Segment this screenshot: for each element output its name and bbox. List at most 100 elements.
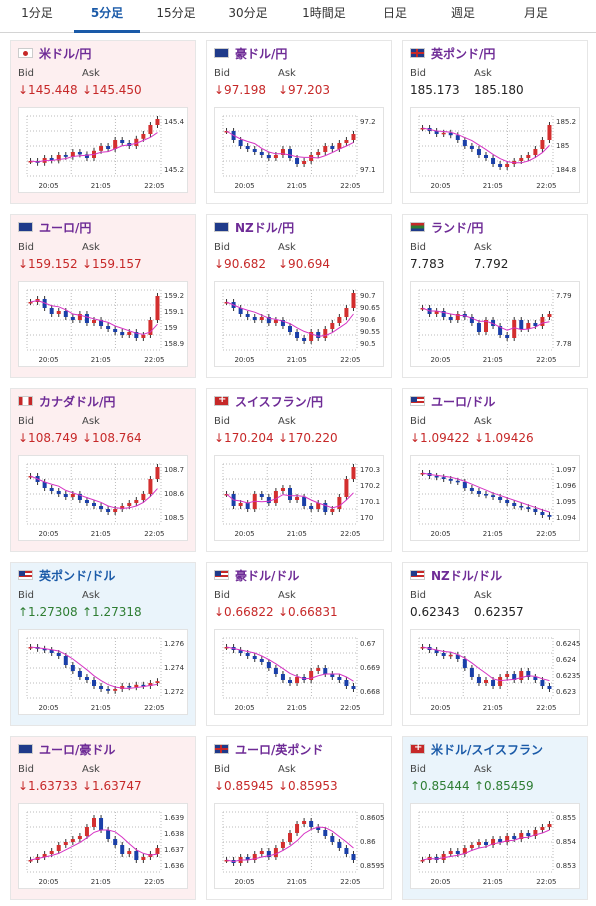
tab-2[interactable]: 15分足 bbox=[156, 6, 196, 20]
candle-body bbox=[533, 677, 538, 680]
flag-icon bbox=[410, 742, 425, 754]
candle-body bbox=[462, 848, 467, 854]
pair-title[interactable]: 英ポンド/円 bbox=[410, 45, 495, 61]
currency-card[interactable]: NZドル/ドル Bid Ask 0.62343 0.62357 0.6245 0.624 0.… bbox=[402, 562, 588, 726]
bid-label: Bid bbox=[410, 764, 426, 775]
candle-body bbox=[337, 317, 342, 323]
x-tick-label: 20:05 bbox=[38, 530, 58, 538]
y-tick-label: 170.1 bbox=[360, 498, 380, 506]
candle-body bbox=[245, 146, 250, 149]
tab-0[interactable]: 1分足 bbox=[21, 6, 53, 20]
pair-title[interactable]: 英ポンド/ドル bbox=[18, 567, 115, 583]
currency-card[interactable]: NZドル/円 Bid Ask ↓90.682 ↓90.694 90.7 90.65 90.6 9… bbox=[206, 214, 392, 378]
pair-name: ユーロ/英ポンド bbox=[235, 742, 324, 757]
currency-card[interactable]: ユーロ/ドル Bid Ask ↓1.09422 ↓1.09426 1.097 1.096 1.… bbox=[402, 388, 588, 552]
candle-body bbox=[238, 650, 243, 653]
candle-body bbox=[491, 320, 496, 326]
y-tick-label: 1.272 bbox=[164, 688, 184, 696]
pair-title[interactable]: ユーロ/英ポンド bbox=[214, 741, 323, 757]
price-chart[interactable]: 0.6245 0.624 0.6235 0.623 20:05 21:05 22:05 bbox=[410, 629, 581, 715]
price-chart[interactable]: 145.4 145.2 20:05 21:05 22:05 bbox=[18, 107, 188, 193]
pair-title[interactable]: カナダドル/円 bbox=[18, 393, 115, 409]
pair-title[interactable]: スイスフラン/円 bbox=[214, 393, 323, 409]
candle-body bbox=[420, 473, 425, 475]
x-tick-label: 21:05 bbox=[287, 530, 307, 538]
pair-title[interactable]: 豪ドル/ドル bbox=[214, 567, 299, 583]
pair-title[interactable]: ユーロ/豪ドル bbox=[18, 741, 115, 757]
price-chart[interactable]: 1.639 1.638 1.637 1.636 20:05 21:05 22:05 bbox=[18, 803, 188, 889]
y-tick-label: 1.095 bbox=[556, 498, 576, 506]
pair-title[interactable]: ランド/円 bbox=[410, 219, 483, 235]
candle-body bbox=[259, 152, 264, 155]
currency-card[interactable]: カナダドル/円 Bid Ask ↓108.749 ↓108.764 108.7 108.6 1… bbox=[10, 388, 196, 552]
candle-body bbox=[302, 338, 307, 341]
price-chart[interactable]: 97.2 97.1 20:05 21:05 22:05 bbox=[214, 107, 384, 193]
tab-1[interactable]: 5分足 bbox=[74, 0, 140, 33]
price-chart[interactable]: 0.67 0.669 0.668 20:05 21:05 22:05 bbox=[214, 629, 384, 715]
pair-title[interactable]: 豪ドル/円 bbox=[214, 45, 287, 61]
currency-card[interactable]: スイスフラン/円 Bid Ask ↓170.204 ↓170.220 170.3 170.2… bbox=[206, 388, 392, 552]
currency-card[interactable]: 豪ドル/円 Bid Ask ↓97.198 ↓97.203 97.2 97.1 20:05 21… bbox=[206, 40, 392, 204]
x-tick-label: 22:05 bbox=[340, 878, 360, 886]
candle-body bbox=[120, 845, 125, 854]
candle-body bbox=[141, 335, 146, 338]
pair-title[interactable]: ユーロ/円 bbox=[18, 219, 91, 235]
x-tick-label: 21:05 bbox=[483, 530, 503, 538]
pair-name: 米ドル/スイスフラン bbox=[431, 742, 544, 757]
bid-label: Bid bbox=[214, 242, 230, 253]
candle-body bbox=[134, 684, 139, 688]
x-tick-label: 22:05 bbox=[536, 530, 556, 538]
candle-body bbox=[84, 677, 89, 680]
candle-body bbox=[84, 314, 89, 323]
currency-card[interactable]: 英ポンド/円 Bid Ask 185.173 185.180 185.2 185 184.8 2… bbox=[402, 40, 588, 204]
x-tick-label: 21:05 bbox=[287, 356, 307, 364]
candle-body bbox=[455, 135, 460, 140]
ask-label: Ask bbox=[82, 416, 100, 427]
currency-card[interactable]: 米ドル/スイスフランBidAsk↑0.85444↑0.854590.8550.8… bbox=[402, 736, 588, 900]
pair-title[interactable]: ユーロ/ドル bbox=[410, 393, 495, 409]
candle-body bbox=[113, 329, 118, 332]
currency-card[interactable]: ランド/円 Bid Ask 7.783 7.792 7.79 7.78 20:05 21:05 2… bbox=[402, 214, 588, 378]
flag-icon bbox=[214, 222, 229, 232]
pair-title[interactable]: NZドル/ドル bbox=[410, 567, 502, 583]
currency-card[interactable]: 米ドル/円 Bid Ask ↓145.448 ↓145.450 145.4 145.2 20:… bbox=[10, 40, 196, 204]
price-chart[interactable]: 185.2 185 184.8 20:05 21:05 22:05 bbox=[410, 107, 580, 193]
candle-body bbox=[441, 653, 446, 656]
price-chart[interactable]: 159.2 159.1 159 158.9 20:05 21:05 22:05 bbox=[18, 281, 188, 367]
tab-3[interactable]: 30分足 bbox=[228, 6, 268, 20]
y-tick-label: 159.1 bbox=[164, 308, 184, 316]
currency-card[interactable]: 英ポンド/ドル Bid Ask ↑1.27308 ↑1.27318 1.276 1.274 1… bbox=[10, 562, 196, 726]
currency-card[interactable]: ユーロ/豪ドル Bid Ask ↓1.63733 ↓1.63747 1.639 1.638 1… bbox=[10, 736, 196, 900]
currency-card[interactable]: 豪ドル/ドル Bid Ask ↓0.66822 ↓0.66831 0.67 0.669 0.6… bbox=[206, 562, 392, 726]
price-chart[interactable]: 0.8605 0.86 0.8595 20:05 21:05 22:05 bbox=[214, 803, 385, 889]
y-tick-label: 0.624 bbox=[556, 656, 577, 664]
price-chart[interactable]: 90.7 90.65 90.6 90.55 90.5 20:05 21:05 22:05 bbox=[214, 281, 384, 367]
chart-svg: 159.2 159.1 159 158.9 20:05 21:05 22:05 bbox=[26, 289, 184, 364]
pair-title[interactable]: 米ドル/円 bbox=[18, 45, 91, 61]
candle-body bbox=[63, 494, 68, 497]
price-chart[interactable]: 1.276 1.274 1.272 20:05 21:05 22:05 bbox=[18, 629, 188, 715]
pair-title[interactable]: 米ドル/スイスフラン bbox=[410, 741, 543, 757]
price-chart[interactable]: 7.79 7.78 20:05 21:05 22:05 bbox=[410, 281, 580, 367]
bid-value: ↓0.66822 bbox=[214, 605, 274, 619]
candle-body bbox=[155, 119, 160, 125]
tab-4[interactable]: 1時間足 bbox=[302, 6, 346, 20]
price-chart[interactable]: 170.3 170.2 170.1 170 20:05 21:05 22:05 bbox=[214, 455, 384, 541]
candle-body bbox=[547, 314, 552, 317]
candle-body bbox=[288, 680, 292, 683]
price-chart[interactable]: 0.855 0.854 0.853 20:05 21:05 22:05 bbox=[410, 803, 580, 889]
candle-body bbox=[309, 332, 314, 341]
currency-card[interactable]: ユーロ/英ポンド Bid Ask ↓0.85945 ↓0.85953 0.8605 0.86… bbox=[206, 736, 392, 900]
x-tick-label: 22:05 bbox=[340, 704, 360, 712]
tab-5[interactable]: 日足 bbox=[382, 6, 407, 20]
candle-body bbox=[106, 830, 111, 839]
tab-6[interactable]: 週足 bbox=[450, 6, 475, 20]
chart-svg: 108.7 108.6 108.5 20:05 21:05 22:05 bbox=[26, 463, 185, 538]
price-chart[interactable]: 108.7 108.6 108.5 20:05 21:05 22:05 bbox=[18, 455, 188, 541]
currency-card[interactable]: ユーロ/円 Bid Ask ↓159.152 ↓159.157 159.2 159.1 159… bbox=[10, 214, 196, 378]
y-tick-label: 1.638 bbox=[164, 830, 184, 838]
pair-title[interactable]: NZドル/円 bbox=[214, 219, 294, 235]
price-chart[interactable]: 1.097 1.096 1.095 1.094 20:05 21:05 22:05 bbox=[410, 455, 580, 541]
tab-7[interactable]: 月足 bbox=[523, 6, 548, 20]
candle-body bbox=[84, 500, 89, 503]
